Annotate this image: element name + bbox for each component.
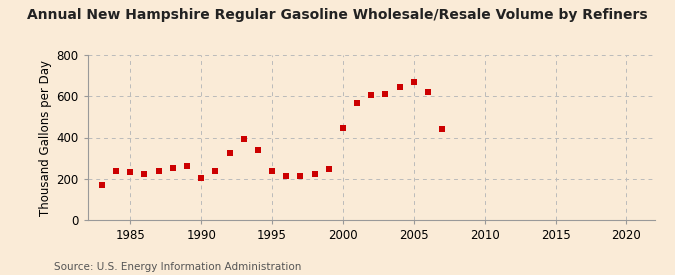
Point [352,101,362,106]
Text: Annual New Hampshire Regular Gasoline Wholesale/Resale Volume by Refiners: Annual New Hampshire Regular Gasoline Wh… [27,8,648,22]
Y-axis label: Thousand Gallons per Day: Thousand Gallons per Day [39,59,52,216]
Point [366,92,377,97]
Text: Source: U.S. Energy Information Administration: Source: U.S. Energy Information Administ… [54,262,301,272]
Point [196,175,207,180]
Point [139,171,150,176]
Point [380,91,391,96]
Point [97,183,107,187]
Point [281,174,292,178]
Point [267,168,277,173]
Point [394,85,405,89]
Point [210,169,221,173]
Point [252,148,263,153]
Point [224,151,235,155]
Point [238,137,249,141]
Point [309,171,320,176]
Point [153,168,164,173]
Point [338,125,348,130]
Point [423,89,433,94]
Point [323,167,334,172]
Point [437,127,448,131]
Point [182,164,192,168]
Point [295,174,306,178]
Point [125,170,136,174]
Point [111,169,122,173]
Point [408,80,419,84]
Point [167,166,178,170]
